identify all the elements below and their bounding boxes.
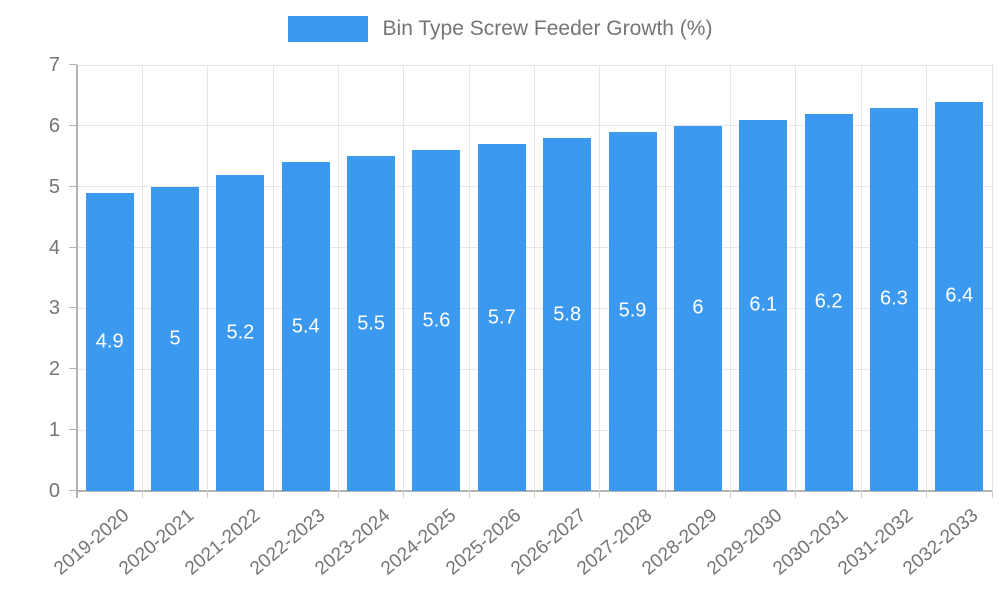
bar[interactable]: 5 bbox=[151, 186, 200, 491]
bar[interactable]: 5.9 bbox=[608, 131, 657, 491]
x-axis-tick bbox=[272, 491, 274, 498]
y-axis-tick bbox=[69, 307, 77, 309]
bar[interactable]: 6.3 bbox=[869, 107, 918, 491]
bar[interactable]: 5.2 bbox=[216, 174, 265, 491]
bar[interactable]: 5.7 bbox=[477, 144, 526, 491]
bar-value-label: 5.2 bbox=[226, 321, 255, 344]
bar[interactable]: 4.9 bbox=[85, 192, 134, 491]
x-axis-tick bbox=[599, 491, 601, 498]
bar-value-label: 5.5 bbox=[357, 312, 385, 335]
y-axis-tick bbox=[69, 429, 77, 431]
bar-value-label: 6 bbox=[692, 296, 704, 319]
bar[interactable]: 5.5 bbox=[347, 156, 396, 491]
bar[interactable]: 6 bbox=[673, 125, 722, 491]
bar-value-label: 5.6 bbox=[422, 309, 451, 332]
x-axis-tick bbox=[337, 491, 339, 498]
y-axis-label: 1 bbox=[48, 419, 60, 442]
bar-value-label: 6.3 bbox=[880, 287, 908, 310]
legend-label: Bin Type Screw Feeder Growth (%) bbox=[382, 17, 713, 40]
x-axis-tick bbox=[860, 491, 862, 498]
bar[interactable]: 5.6 bbox=[412, 150, 461, 491]
y-axis-tick bbox=[69, 185, 77, 187]
legend-item[interactable]: Bin Type Screw Feeder Growth (%) bbox=[0, 16, 1000, 42]
v-gridline bbox=[207, 65, 209, 491]
v-gridline bbox=[403, 65, 405, 491]
x-axis-tick bbox=[730, 491, 732, 498]
y-axis-label: 2 bbox=[48, 358, 60, 381]
x-axis-tick bbox=[534, 491, 535, 498]
x-axis-tick bbox=[207, 491, 209, 498]
x-axis-tick bbox=[468, 491, 470, 498]
bar-value-label: 6.4 bbox=[945, 284, 974, 307]
v-gridline bbox=[926, 65, 928, 491]
y-axis-tick bbox=[69, 124, 77, 126]
v-gridline bbox=[468, 65, 470, 491]
v-gridline bbox=[991, 65, 993, 491]
bar[interactable]: 5.4 bbox=[281, 162, 330, 491]
x-axis-tick bbox=[141, 491, 143, 498]
x-axis-tick bbox=[795, 491, 797, 498]
bar-value-label: 5 bbox=[169, 327, 181, 350]
bar[interactable]: 6.2 bbox=[804, 113, 853, 491]
v-gridline bbox=[141, 65, 143, 491]
plot-area: 4.9 5 5.2 5.4 5.5 5.6 5.7 5.8 5.9 6 6.1 6.2 6.3 6.4 bbox=[69, 64, 993, 498]
v-gridline bbox=[272, 65, 274, 491]
bar-value-label: 5.9 bbox=[618, 299, 647, 322]
y-axis-tick bbox=[69, 368, 77, 370]
bar-value-label: 4.9 bbox=[95, 330, 124, 353]
v-gridline bbox=[664, 65, 666, 491]
x-axis-tick bbox=[991, 491, 993, 498]
y-axis-label: 7 bbox=[48, 54, 60, 76]
bar-value-label: 6.2 bbox=[814, 290, 843, 313]
x-axis-tick bbox=[403, 491, 405, 498]
y-axis-label: 5 bbox=[48, 175, 60, 198]
x-axis-tick bbox=[664, 491, 666, 498]
bar[interactable]: 6.1 bbox=[739, 119, 788, 491]
v-gridline bbox=[337, 65, 339, 491]
bar-value-label: 6.1 bbox=[749, 293, 778, 316]
y-axis-label: 3 bbox=[48, 297, 60, 320]
y-axis-label: 0 bbox=[48, 480, 60, 502]
y-axis-tick bbox=[69, 246, 77, 248]
legend-swatch bbox=[287, 16, 368, 42]
v-gridline bbox=[534, 65, 535, 491]
v-gridline bbox=[795, 65, 797, 491]
v-gridline bbox=[599, 65, 601, 491]
v-gridline bbox=[860, 65, 862, 491]
v-gridline bbox=[730, 65, 732, 491]
x-axis-tick bbox=[926, 491, 928, 498]
y-axis-tick bbox=[69, 64, 77, 65]
y-axis-label: 6 bbox=[48, 114, 60, 137]
y-axis-label: 4 bbox=[48, 236, 60, 259]
y-axis-line bbox=[76, 65, 78, 498]
bar-value-label: 5.7 bbox=[487, 306, 516, 329]
bar[interactable]: 6.4 bbox=[935, 101, 984, 491]
y-axis-tick bbox=[69, 490, 77, 491]
bar[interactable]: 5.8 bbox=[543, 138, 592, 491]
bar-value-label: 5.4 bbox=[291, 315, 320, 338]
bar-value-label: 5.8 bbox=[553, 303, 582, 326]
